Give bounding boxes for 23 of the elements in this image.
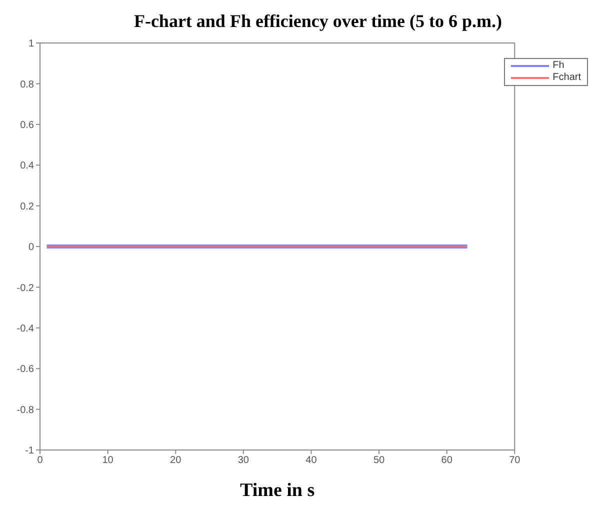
y-tick-label: 0.8 — [20, 79, 34, 90]
y-tick-label: 0.2 — [20, 201, 34, 212]
y-tick-label: 1 — [28, 38, 34, 50]
y-tick-label: -0.2 — [16, 282, 34, 294]
x-tick-label: 50 — [373, 455, 386, 466]
y-tick-label: 0.4 — [20, 160, 34, 172]
chart-title: F-chart and Fh efficiency over time (5 to 6 p.m.) — [132, 10, 504, 33]
y-tick-label: -0.6 — [16, 364, 34, 376]
x-tick-label: 40 — [306, 455, 318, 466]
x-tick-label: 70 — [509, 455, 521, 466]
y-tick-label: -0.8 — [16, 404, 34, 416]
x-tick-label: 60 — [441, 455, 453, 466]
x-tick-label: 20 — [170, 455, 182, 466]
x-axis-title: Time in s — [240, 480, 315, 501]
y-tick-label: 0.6 — [20, 120, 34, 131]
x-tick-label: 30 — [238, 455, 250, 466]
x-tick-label: 10 — [102, 455, 114, 466]
y-tick-label: -0.4 — [16, 323, 34, 334]
x-tick-label: 0 — [37, 455, 44, 466]
y-tick-label: 0 — [28, 242, 34, 254]
legend-label: Fh — [552, 60, 564, 72]
y-tick-label: -1 — [25, 446, 34, 457]
legend-label: Fchart — [552, 72, 581, 84]
